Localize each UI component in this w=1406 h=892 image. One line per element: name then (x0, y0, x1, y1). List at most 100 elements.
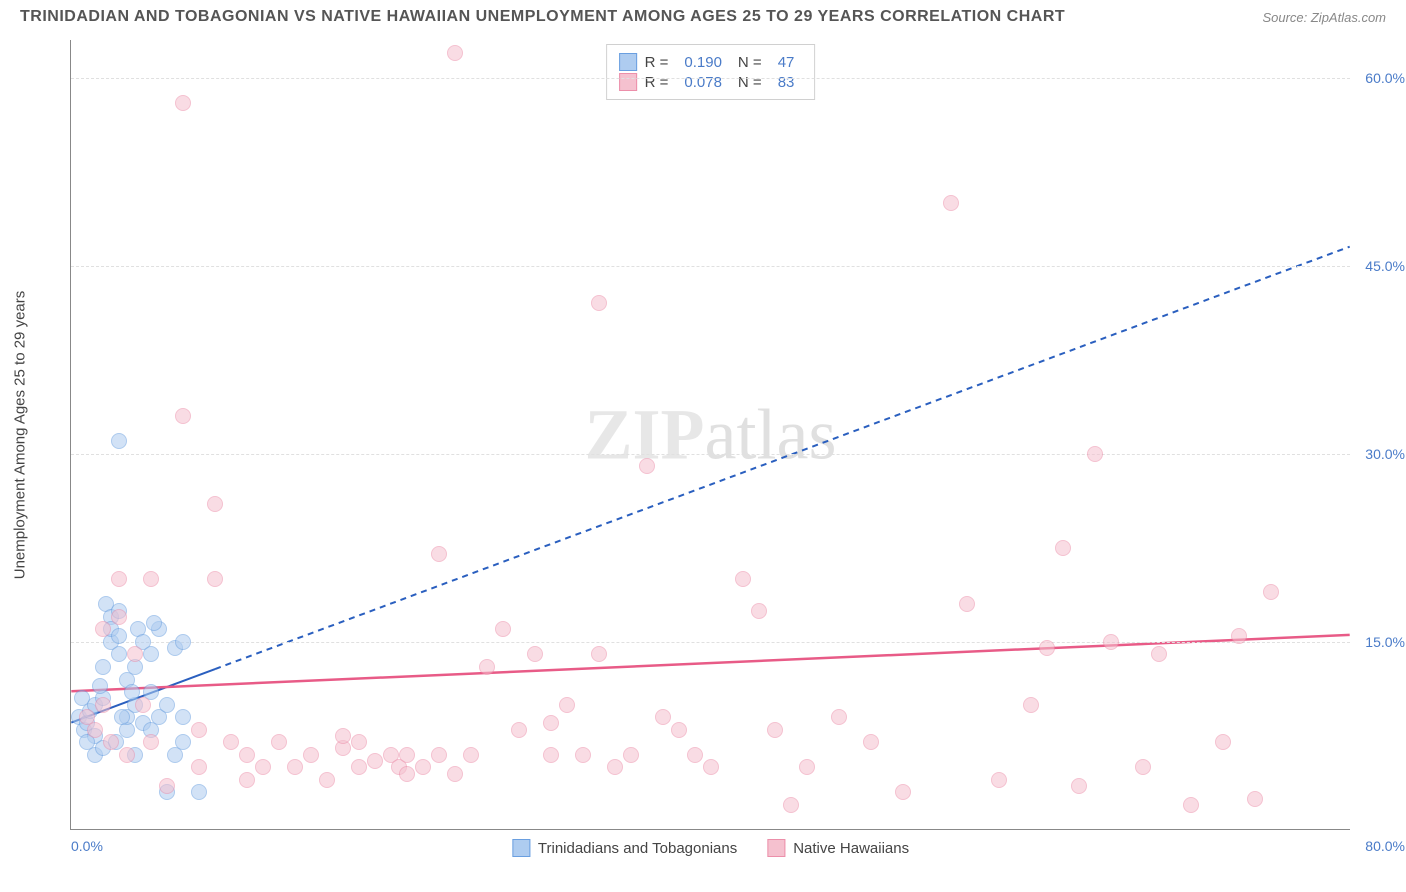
data-point (143, 722, 159, 738)
data-point (111, 603, 127, 619)
data-point (1183, 797, 1199, 813)
data-point (175, 734, 191, 750)
data-point (239, 747, 255, 763)
data-point (383, 747, 399, 763)
data-point (223, 734, 239, 750)
data-point (799, 759, 815, 775)
data-point (943, 195, 959, 211)
data-point (895, 784, 911, 800)
data-point (87, 728, 103, 744)
data-point (1263, 584, 1279, 600)
data-point (391, 759, 407, 775)
gridline (71, 266, 1350, 267)
r-value: 0.190 (684, 54, 722, 71)
legend-label: Trinidadians and Tobagonians (538, 840, 737, 857)
data-point (623, 747, 639, 763)
chart-area: Unemployment Among Ages 25 to 29 years Z… (50, 40, 1350, 830)
data-point (95, 697, 111, 713)
data-point (1135, 759, 1151, 775)
data-point (146, 615, 162, 631)
data-point (127, 747, 143, 763)
data-point (79, 715, 95, 731)
data-point (175, 95, 191, 111)
data-point (175, 709, 191, 725)
data-point (191, 759, 207, 775)
data-point (111, 571, 127, 587)
data-point (114, 709, 130, 725)
data-point (143, 646, 159, 662)
data-point (119, 722, 135, 738)
data-point (103, 609, 119, 625)
data-point (108, 734, 124, 750)
data-point (111, 433, 127, 449)
legend-swatch (619, 53, 637, 71)
legend-label: Native Hawaiians (793, 840, 909, 857)
y-tick-label: 15.0% (1365, 634, 1405, 650)
data-point (783, 797, 799, 813)
data-point (143, 734, 159, 750)
data-point (591, 295, 607, 311)
data-point (79, 709, 95, 725)
data-point (159, 697, 175, 713)
data-point (143, 571, 159, 587)
data-point (87, 697, 103, 713)
gridline (71, 454, 1350, 455)
data-point (1215, 734, 1231, 750)
gridline (71, 78, 1350, 79)
data-point (87, 747, 103, 763)
data-point (367, 753, 383, 769)
data-point (76, 722, 92, 738)
data-point (1151, 646, 1167, 662)
gridline (71, 642, 1350, 643)
data-point (479, 659, 495, 675)
data-point (119, 747, 135, 763)
data-point (92, 678, 108, 694)
data-point (207, 571, 223, 587)
data-point (863, 734, 879, 750)
data-point (191, 722, 207, 738)
data-point (655, 709, 671, 725)
data-point (431, 747, 447, 763)
data-point (591, 646, 607, 662)
n-label: N = (738, 54, 762, 71)
legend-swatch (767, 839, 785, 857)
data-point (431, 546, 447, 562)
data-point (95, 621, 111, 637)
data-point (167, 747, 183, 763)
legend-swatch (512, 839, 530, 857)
data-point (98, 596, 114, 612)
y-tick-label: 30.0% (1365, 446, 1405, 462)
data-point (82, 703, 98, 719)
data-point (95, 740, 111, 756)
data-point (527, 646, 543, 662)
data-point (1055, 540, 1071, 556)
stats-legend: R =0.190N =47R =0.078N =83 (606, 44, 816, 100)
data-point (447, 45, 463, 61)
data-point (751, 603, 767, 619)
watermark: ZIPatlas (585, 393, 837, 476)
data-point (111, 609, 127, 625)
data-point (87, 722, 103, 738)
chart-title: TRINIDADIAN AND TOBAGONIAN VS NATIVE HAW… (20, 8, 1065, 26)
r-label: R = (645, 54, 669, 71)
data-point (415, 759, 431, 775)
data-point (95, 659, 111, 675)
legend-item: Trinidadians and Tobagonians (512, 839, 737, 857)
data-point (79, 734, 95, 750)
data-point (255, 759, 271, 775)
source-label: Source: ZipAtlas.com (1262, 10, 1386, 25)
data-point (351, 734, 367, 750)
data-point (151, 709, 167, 725)
y-tick-label: 60.0% (1365, 70, 1405, 86)
data-point (735, 571, 751, 587)
data-point (399, 747, 415, 763)
data-point (271, 734, 287, 750)
data-point (1247, 791, 1263, 807)
n-label: N = (738, 74, 762, 91)
data-point (687, 747, 703, 763)
stats-legend-row: R =0.078N =83 (619, 73, 803, 91)
data-point (511, 722, 527, 738)
r-label: R = (645, 74, 669, 91)
data-point (463, 747, 479, 763)
data-point (124, 684, 140, 700)
